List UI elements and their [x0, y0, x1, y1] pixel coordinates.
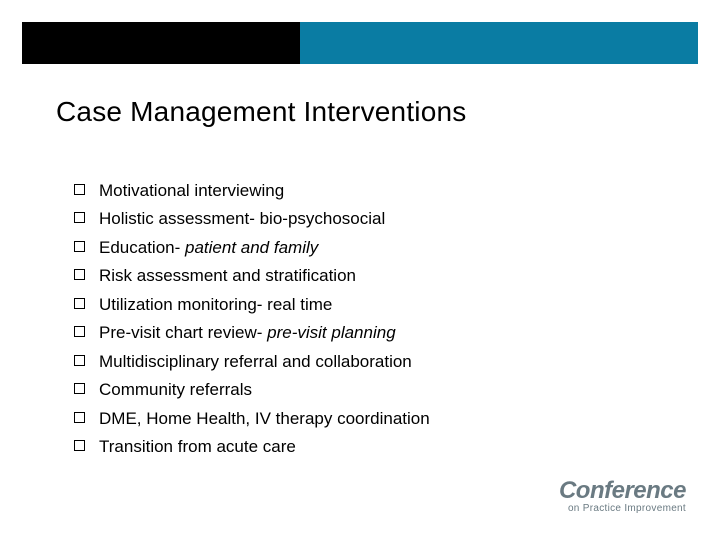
footer-logo: Conference on Practice Improvement	[559, 480, 686, 514]
bullet-prefix: Risk assessment and stratification	[99, 266, 356, 285]
bullet-prefix: Transition from acute care	[99, 437, 296, 456]
checkbox-icon	[74, 440, 85, 451]
bullet-text: Community referrals	[99, 379, 252, 402]
bullet-prefix: DME, Home Health, IV therapy coordinatio…	[99, 409, 430, 428]
bullet-text: Utilization monitoring- real time	[99, 294, 332, 317]
bullet-item: Utilization monitoring- real time	[74, 294, 430, 317]
bullet-prefix: Holistic assessment- bio-psychosocial	[99, 209, 385, 228]
bullet-item: Multidisciplinary referral and collabora…	[74, 351, 430, 374]
bullet-italic: pre-visit planning	[267, 323, 396, 342]
bullet-item: Motivational interviewing	[74, 180, 430, 203]
bullet-prefix: Motivational interviewing	[99, 181, 284, 200]
checkbox-icon	[74, 383, 85, 394]
bullet-prefix: Education-	[99, 238, 185, 257]
bullet-item: Education- patient and family	[74, 237, 430, 260]
bullet-item: Holistic assessment- bio-psychosocial	[74, 208, 430, 231]
bullet-item: DME, Home Health, IV therapy coordinatio…	[74, 408, 430, 431]
checkbox-icon	[74, 298, 85, 309]
checkbox-icon	[74, 184, 85, 195]
bullet-prefix: Community referrals	[99, 380, 252, 399]
bullet-text: Motivational interviewing	[99, 180, 284, 203]
bullet-text: Education- patient and family	[99, 237, 318, 260]
bullet-item: Pre-visit chart review- pre-visit planni…	[74, 322, 430, 345]
slide-title: Case Management Interventions	[56, 96, 466, 128]
header-bar	[22, 22, 698, 64]
checkbox-icon	[74, 269, 85, 280]
bullet-list: Motivational interviewing Holistic assess…	[74, 180, 430, 464]
bullet-text: Holistic assessment- bio-psychosocial	[99, 208, 385, 231]
bullet-text: Transition from acute care	[99, 436, 296, 459]
bullet-italic: patient and family	[185, 238, 318, 257]
header-bar-teal	[300, 22, 698, 64]
bullet-item: Risk assessment and stratification	[74, 265, 430, 288]
checkbox-icon	[74, 326, 85, 337]
bullet-text: Multidisciplinary referral and collabora…	[99, 351, 412, 374]
checkbox-icon	[74, 212, 85, 223]
checkbox-icon	[74, 241, 85, 252]
footer-logo-main: Conference	[559, 480, 686, 502]
bullet-prefix: Utilization monitoring- real time	[99, 295, 332, 314]
footer-logo-sub: on Practice Improvement	[559, 503, 686, 514]
bullet-text: Pre-visit chart review- pre-visit planni…	[99, 322, 396, 345]
checkbox-icon	[74, 412, 85, 423]
bullet-text: DME, Home Health, IV therapy coordinatio…	[99, 408, 430, 431]
bullet-prefix: Pre-visit chart review-	[99, 323, 267, 342]
bullet-item: Community referrals	[74, 379, 430, 402]
bullet-item: Transition from acute care	[74, 436, 430, 459]
bullet-prefix: Multidisciplinary referral and collabora…	[99, 352, 412, 371]
bullet-text: Risk assessment and stratification	[99, 265, 356, 288]
checkbox-icon	[74, 355, 85, 366]
header-bar-dark	[22, 22, 300, 64]
